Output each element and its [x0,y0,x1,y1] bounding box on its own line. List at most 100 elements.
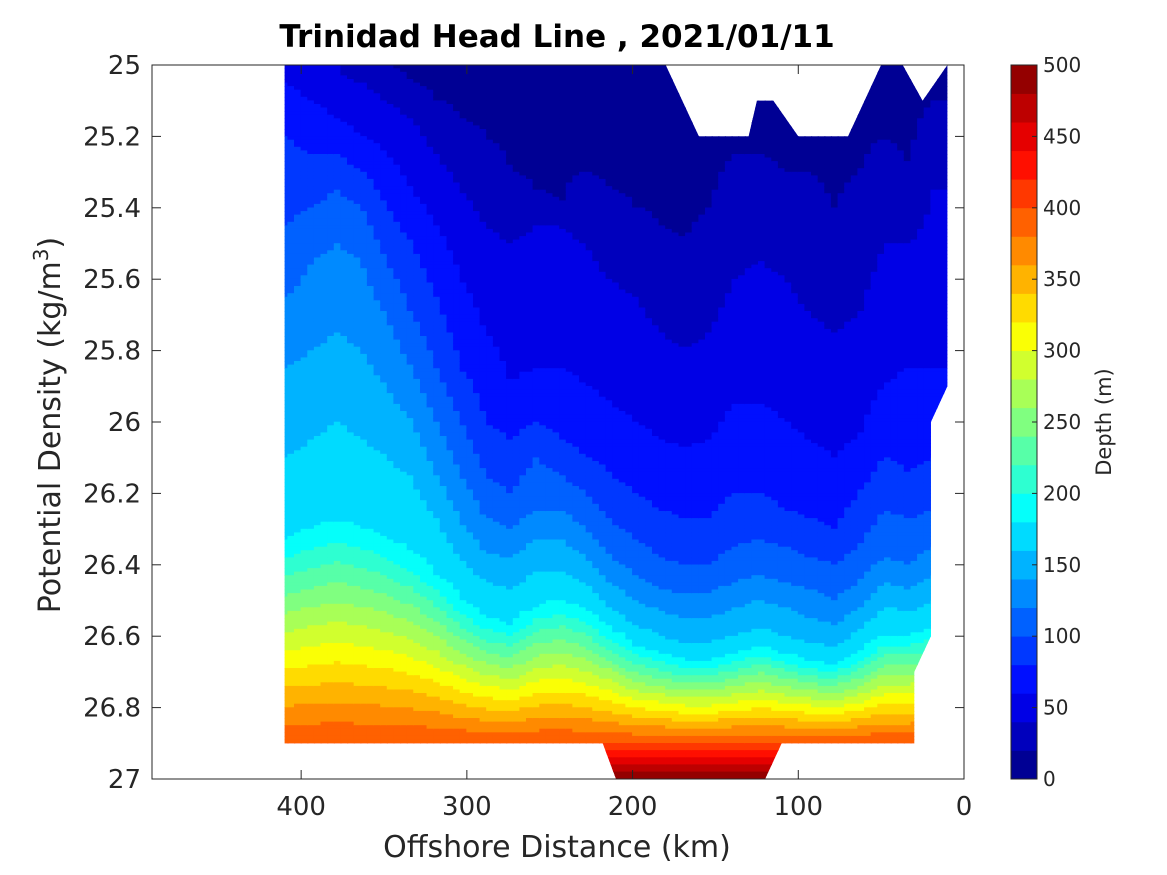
contour-cell [333,453,342,459]
contour-cell [307,289,316,294]
contour-cell [360,161,369,166]
contour-cell [327,593,335,598]
contour-cell [333,489,342,494]
contour-cell [300,82,309,87]
contour-cell [307,643,316,648]
contour-cell [287,207,296,212]
contour-cell [294,725,302,730]
contour-cell [294,386,302,391]
contour-cell [360,236,369,241]
contour-cell [294,718,302,723]
contour-cell [327,635,335,641]
contour-cell [313,557,322,562]
contour-cell [353,439,362,444]
contour-cell [353,378,362,384]
contour-cell [284,296,289,302]
contour-cell [327,375,335,380]
contour-cell [320,65,329,70]
contour-cell [360,728,369,734]
contour-cell [294,393,302,398]
contour-cell [284,543,289,548]
contour-cell [353,350,362,355]
contour-cell [347,196,355,202]
contour-cell [360,578,369,584]
contour-cell [320,646,329,651]
contour-cell [294,625,302,630]
contour-cell [347,618,355,623]
contour-cell [347,539,355,544]
contour-cell [366,268,375,273]
contour-cell [320,218,329,223]
contour-cell [366,432,375,437]
contour-cell [284,432,289,437]
contour-cell [313,203,322,209]
contour-cell [294,539,302,544]
contour-cell [300,518,309,523]
contour-cell [300,93,309,98]
contour-cell [313,121,322,127]
contour-cell [307,553,316,559]
contour-cell [366,143,375,148]
contour-cell [313,721,322,726]
contour-cell [287,307,296,312]
contour-cell [353,107,362,112]
contour-cell [294,178,302,184]
contour-cell [307,628,316,634]
contour-cell [287,364,296,369]
contour-cell [353,318,362,323]
contour-cell [300,107,309,112]
contour-cell [294,486,302,491]
contour-cell [340,425,349,430]
contour-cell [340,296,349,302]
contour-cell [294,600,302,605]
contour-cell [294,710,302,716]
contour-cell [284,625,289,630]
contour-cell [284,443,289,448]
contour-cell [333,278,342,284]
contour-cell [294,621,302,626]
contour-cell [294,250,302,255]
contour-cell [353,543,362,548]
contour-cell [287,457,296,462]
contour-cell [347,628,355,634]
contour-cell [287,243,296,248]
contour-cell [313,178,322,184]
contour-cell [313,232,322,237]
contour-cell [353,725,362,730]
contour-cell [300,314,309,319]
contour-cell [313,193,322,198]
contour-cell [353,614,362,619]
contour-cell [320,707,329,712]
contour-cell [313,525,322,530]
contour-cell [340,65,349,70]
contour-cell [360,79,369,84]
contour-cell [294,707,302,712]
contour-cell [340,211,349,216]
contour-cell [366,107,375,112]
contour-cell [327,596,335,601]
contour-cell [300,114,309,120]
contour-cell [347,375,355,380]
contour-cell [353,332,362,337]
contour-cell [333,578,342,584]
contour-cell [333,507,342,512]
contour-cell [294,685,302,691]
contour-cell [294,175,302,180]
contour-cell [300,582,309,587]
contour-cell [294,589,302,594]
contour-cell [287,639,296,644]
contour-cell [320,243,329,248]
contour-cell [353,111,362,116]
contour-cell [300,246,309,252]
contour-cell [284,114,289,120]
contour-cell [366,450,375,455]
contour-cell [333,457,342,462]
contour-cell [294,693,302,698]
contour-cell [307,411,316,416]
contour-cell [347,396,355,402]
contour-cell [320,303,329,309]
contour-cell [347,343,355,348]
contour-cell [333,671,342,676]
contour-cell [320,560,329,566]
contour-cell [294,296,302,302]
